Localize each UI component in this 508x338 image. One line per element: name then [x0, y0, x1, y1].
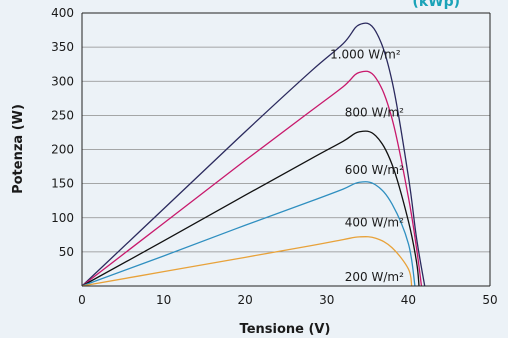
series-line-4: [81, 236, 413, 287]
series-line-1: [81, 70, 423, 287]
series-line-0: [81, 22, 426, 287]
series-label-3: 400 W/m²: [345, 215, 404, 229]
y-tick-label-300: 300: [51, 74, 74, 88]
series-label-2: 600 W/m²: [345, 163, 404, 177]
grid-layer: [82, 46, 490, 253]
y-tick-label-150: 150: [51, 177, 74, 191]
series-label-1: 800 W/m²: [345, 105, 404, 119]
y-tick-label-400: 400: [51, 6, 74, 20]
curve-layer: [81, 22, 426, 287]
x-tick-label-0: 0: [78, 293, 86, 307]
x-tick-label-30: 30: [319, 293, 334, 307]
axes-layer: 50 100 150 200 250 300 350 400 0 10 20 30 40 50: [51, 6, 498, 307]
chart-title: (kWp): [412, 0, 460, 10]
y-tick-label-50: 50: [59, 245, 74, 259]
y-tick-label-250: 250: [51, 108, 74, 122]
y-tick-label-100: 100: [51, 211, 74, 225]
x-tick-label-20: 20: [238, 293, 253, 307]
y-tick-label-350: 350: [51, 40, 74, 54]
series-line-2: [81, 130, 420, 287]
x-tick-label-50: 50: [482, 293, 497, 307]
label-layer: 1.000 W/m² 800 W/m² 600 W/m² 400 W/m² 200 W/…: [330, 48, 404, 284]
x-tick-label-40: 40: [401, 293, 416, 307]
series-label-0: 1.000 W/m²: [330, 48, 401, 62]
series-label-4: 200 W/m²: [345, 270, 404, 284]
x-tick-label-10: 10: [156, 293, 171, 307]
series-line-3: [81, 181, 416, 287]
x-axis-title: Tensione (V): [240, 322, 331, 337]
y-tick-label-200: 200: [51, 143, 74, 157]
y-axis-title: Potenza (W): [11, 104, 26, 194]
